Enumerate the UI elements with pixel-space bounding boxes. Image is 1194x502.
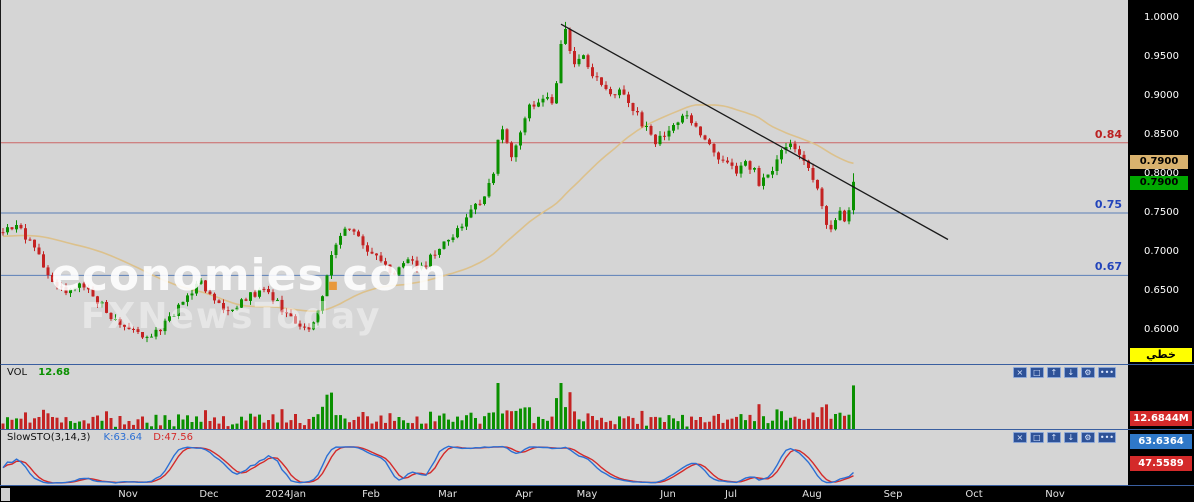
more-icon[interactable]: •••	[1097, 367, 1116, 378]
volume-panel-header: VOL 12.68 × □ ↑ ↓ ⚙ •••	[1, 365, 1128, 381]
stochastic-axis[interactable]: 63.6364 47.5589	[1128, 429, 1194, 485]
stochastic-d-box: 47.5589	[1130, 456, 1192, 471]
time-axis-month: 2024Jan	[265, 489, 306, 500]
stochastic-k-value: K:63.64	[103, 432, 143, 443]
stochastic-panel: SlowSTO(3,14,3) K:63.64 D:47.56 × □ ↑ ↓ ⚙ •••	[0, 429, 1128, 485]
price-axis-tick: 1.0000	[1144, 12, 1179, 23]
volume-indicator-value: 12.68	[38, 367, 70, 378]
stochastic-indicator-label: SlowSTO(3,14,3)	[7, 432, 91, 443]
more-icon[interactable]: •••	[1097, 432, 1116, 443]
price-axis[interactable]: 0.7900 0.7900 خطي 1.0000 0.9500 0.9000 0.85…	[1128, 0, 1194, 364]
arrow-up-icon[interactable]: ↑	[1046, 432, 1061, 443]
volume-panel-toolbar: × □ ↑ ↓ ⚙ •••	[1012, 367, 1116, 378]
stochastic-panel-toolbar: × □ ↑ ↓ ⚙ •••	[1012, 432, 1116, 443]
time-axis-month: Oct	[965, 489, 983, 500]
time-axis[interactable]: Nov Dec 2024Jan Feb Mar Apr May Jun Jul Aug Sep Oct…	[0, 485, 1128, 502]
time-axis-month: Jul	[724, 489, 738, 500]
volume-indicator-label: VOL	[7, 367, 28, 378]
maximize-icon[interactable]: □	[1029, 367, 1044, 378]
time-axis-month: Nov	[118, 489, 138, 500]
volume-plot[interactable]	[1, 381, 1128, 429]
time-axis-month: May	[576, 489, 598, 500]
chart-type-button[interactable]: خطي	[1130, 348, 1192, 362]
level-label: 0.67	[1094, 260, 1122, 274]
time-axis-month: Jun	[660, 489, 676, 500]
watermark-brand: economies.com	[51, 250, 448, 301]
stochastic-plot[interactable]	[1, 445, 1128, 485]
watermark-subbrand: FXNewsToday	[81, 296, 382, 337]
level-label: 0.75	[1094, 198, 1122, 211]
time-axis-month: Nov	[1045, 489, 1065, 500]
arrow-up-icon[interactable]: ↑	[1046, 367, 1061, 378]
level-label: 0.84	[1094, 127, 1122, 141]
price-axis-tick: 0.8500	[1144, 129, 1179, 140]
price-tag-ask: 0.7900	[1130, 155, 1188, 169]
price-axis-tick: 0.6000	[1144, 324, 1179, 335]
time-axis-month: Apr	[515, 489, 533, 500]
settings-icon[interactable]: ⚙	[1080, 367, 1095, 378]
price-axis-tick: 0.6500	[1144, 285, 1179, 296]
stochastic-panel-header: SlowSTO(3,14,3) K:63.64 D:47.56 × □ ↑ ↓ ⚙ •••	[1, 430, 1128, 445]
stochastic-k-box: 63.6364	[1130, 434, 1192, 449]
time-axis-month: Feb	[362, 489, 380, 500]
volume-panel: VOL 12.68 × □ ↑ ↓ ⚙ •••	[0, 364, 1128, 429]
scrollbar-stub[interactable]	[1, 488, 10, 501]
candlestick-plot[interactable]	[1, 0, 1128, 364]
volume-value-box: 12.6844M	[1130, 411, 1192, 426]
price-axis-tick: 0.9000	[1144, 90, 1179, 101]
price-chart-panel[interactable]: 0.84 0.75 0.67 economies.com FXNewsToday	[0, 0, 1128, 364]
time-axis-month: Dec	[199, 489, 219, 500]
time-axis-month: Aug	[802, 489, 822, 500]
price-axis-tick: 0.7500	[1144, 207, 1179, 218]
price-axis-tick: 0.7000	[1144, 246, 1179, 257]
close-icon[interactable]: ×	[1012, 432, 1027, 443]
maximize-icon[interactable]: □	[1029, 432, 1044, 443]
arrow-down-icon[interactable]: ↓	[1063, 367, 1078, 378]
time-axis-month: Sep	[883, 489, 903, 500]
time-axis-month: Mar	[438, 489, 457, 500]
arrow-down-icon[interactable]: ↓	[1063, 432, 1078, 443]
stochastic-d-value: D:47.56	[153, 432, 193, 443]
price-axis-tick: 0.9500	[1144, 51, 1179, 62]
price-axis-tick: 0.8000	[1144, 168, 1179, 179]
price-tag-last: 0.7900	[1130, 176, 1188, 190]
volume-axis[interactable]: 12.6844M	[1128, 364, 1194, 429]
axis-corner	[1128, 485, 1194, 502]
close-icon[interactable]: ×	[1012, 367, 1027, 378]
settings-icon[interactable]: ⚙	[1080, 432, 1095, 443]
